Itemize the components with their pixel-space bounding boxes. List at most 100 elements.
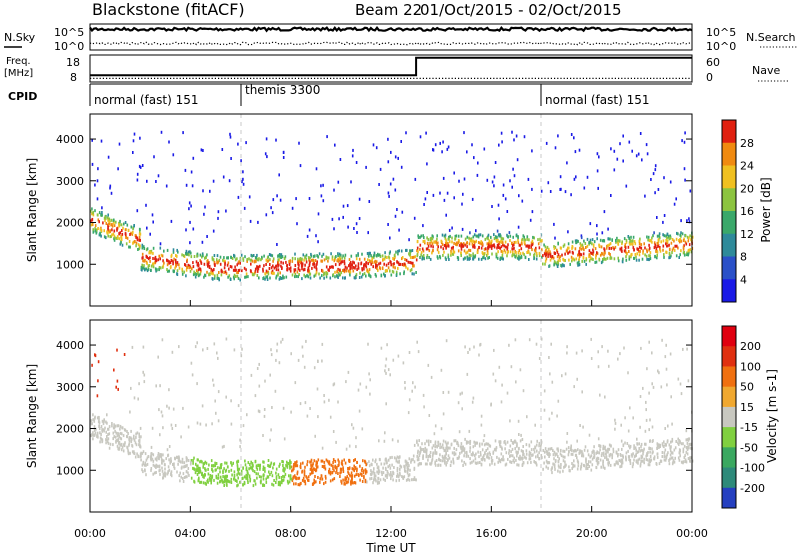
heatmap-cell <box>447 441 449 445</box>
heatmap-cell <box>685 438 688 442</box>
heatmap-cell <box>425 439 428 443</box>
heatmap-cell <box>361 268 364 272</box>
colorbar-tick-label: 16 <box>740 205 754 218</box>
heatmap-cell <box>573 464 576 468</box>
heatmap-cell <box>396 466 399 470</box>
power-heatmap <box>90 130 694 282</box>
heatmap-cell <box>590 337 592 341</box>
heatmap-cell <box>384 466 387 470</box>
heatmap-cell <box>644 246 646 250</box>
heatmap-cell <box>277 480 280 484</box>
heatmap-cell <box>663 234 666 238</box>
heatmap-cell <box>135 244 137 248</box>
heatmap-cell <box>108 221 110 225</box>
heatmap-cell <box>619 465 621 469</box>
heatmap-cell <box>192 265 195 269</box>
heatmap-cell <box>454 236 457 240</box>
heatmap-cell <box>512 250 514 254</box>
heatmap-cell <box>227 261 230 265</box>
heatmap-cell <box>490 459 493 463</box>
heatmap-cell <box>317 415 319 419</box>
heatmap-cell <box>297 483 300 487</box>
heatmap-cell <box>383 272 385 276</box>
heatmap-cell <box>329 415 332 419</box>
heatmap-cell <box>567 242 570 246</box>
heatmap-cell <box>470 254 472 258</box>
heatmap-cell <box>177 456 179 460</box>
heatmap-cell <box>547 453 549 456</box>
heatmap-cell <box>665 367 668 371</box>
heatmap-cell <box>224 263 226 267</box>
heatmap-cell <box>460 247 463 251</box>
heatmap-cell <box>570 193 572 197</box>
heatmap-cell <box>682 450 685 454</box>
heatmap-cell <box>114 236 116 240</box>
heatmap-cell <box>173 257 175 261</box>
heatmap-cell <box>111 233 113 237</box>
heatmap-cell <box>373 476 376 480</box>
heatmap-cell <box>410 458 413 462</box>
heatmap-cell <box>214 464 217 468</box>
heatmap-cell <box>515 234 518 238</box>
heatmap-cell <box>132 230 134 234</box>
heatmap-cell <box>113 238 116 242</box>
heatmap-cell <box>599 393 601 397</box>
heatmap-cell <box>442 446 445 450</box>
heatmap-cell <box>387 160 390 164</box>
heatmap-cell <box>405 478 408 482</box>
heatmap-cell <box>493 348 495 352</box>
heatmap-cell <box>446 445 448 449</box>
heatmap-cell <box>295 482 297 486</box>
heatmap-cell <box>124 221 127 224</box>
heatmap-cell <box>170 459 172 463</box>
heatmap-cell <box>369 472 372 476</box>
heatmap-cell <box>526 244 529 248</box>
heatmap-cell <box>233 475 236 479</box>
heatmap-cell <box>335 471 337 475</box>
heatmap-cell <box>415 258 418 262</box>
heatmap-cell <box>299 260 301 264</box>
heatmap-cell <box>166 268 168 271</box>
heatmap-cell <box>398 459 400 463</box>
heatmap-cell <box>625 252 628 256</box>
heatmap-cell <box>312 471 314 474</box>
heatmap-cell <box>170 471 172 475</box>
heatmap-cell <box>497 233 500 237</box>
heatmap-cell <box>547 250 549 254</box>
heatmap-cell <box>607 461 609 465</box>
heatmap-cell <box>284 472 287 476</box>
heatmap-cell <box>313 467 315 471</box>
heatmap-cell <box>206 347 209 350</box>
heatmap-cell <box>133 132 136 136</box>
heatmap-cell <box>469 449 471 453</box>
heatmap-cell <box>488 256 490 259</box>
heatmap-cell <box>216 273 219 277</box>
heatmap-cell <box>617 256 619 260</box>
heatmap-cell <box>688 236 690 240</box>
heatmap-cell <box>94 183 96 187</box>
heatmap-cell <box>111 228 113 232</box>
heatmap-cell <box>630 453 633 457</box>
heatmap-cell <box>479 233 482 237</box>
heatmap-cell <box>469 239 471 243</box>
heatmap-cell <box>481 234 484 238</box>
heatmap-cell <box>137 397 139 401</box>
heatmap-cell <box>128 439 131 443</box>
heatmap-cell <box>430 240 433 244</box>
freq-tick-bottom: 8 <box>70 71 77 84</box>
heatmap-cell <box>327 268 329 272</box>
heatmap-cell <box>349 270 352 274</box>
heatmap-cell <box>474 457 477 461</box>
heatmap-cell <box>382 471 385 475</box>
heatmap-cell <box>578 249 581 253</box>
heatmap-cell <box>365 165 367 169</box>
heatmap-cell <box>520 433 522 437</box>
heatmap-cell <box>648 428 650 432</box>
heatmap-cell <box>534 249 537 253</box>
heatmap-cell <box>256 269 259 273</box>
heatmap-cell <box>152 220 154 224</box>
heatmap-cell <box>651 425 654 429</box>
heatmap-cell <box>323 460 326 464</box>
heatmap-cell <box>521 242 523 246</box>
heatmap-cell <box>520 449 523 453</box>
